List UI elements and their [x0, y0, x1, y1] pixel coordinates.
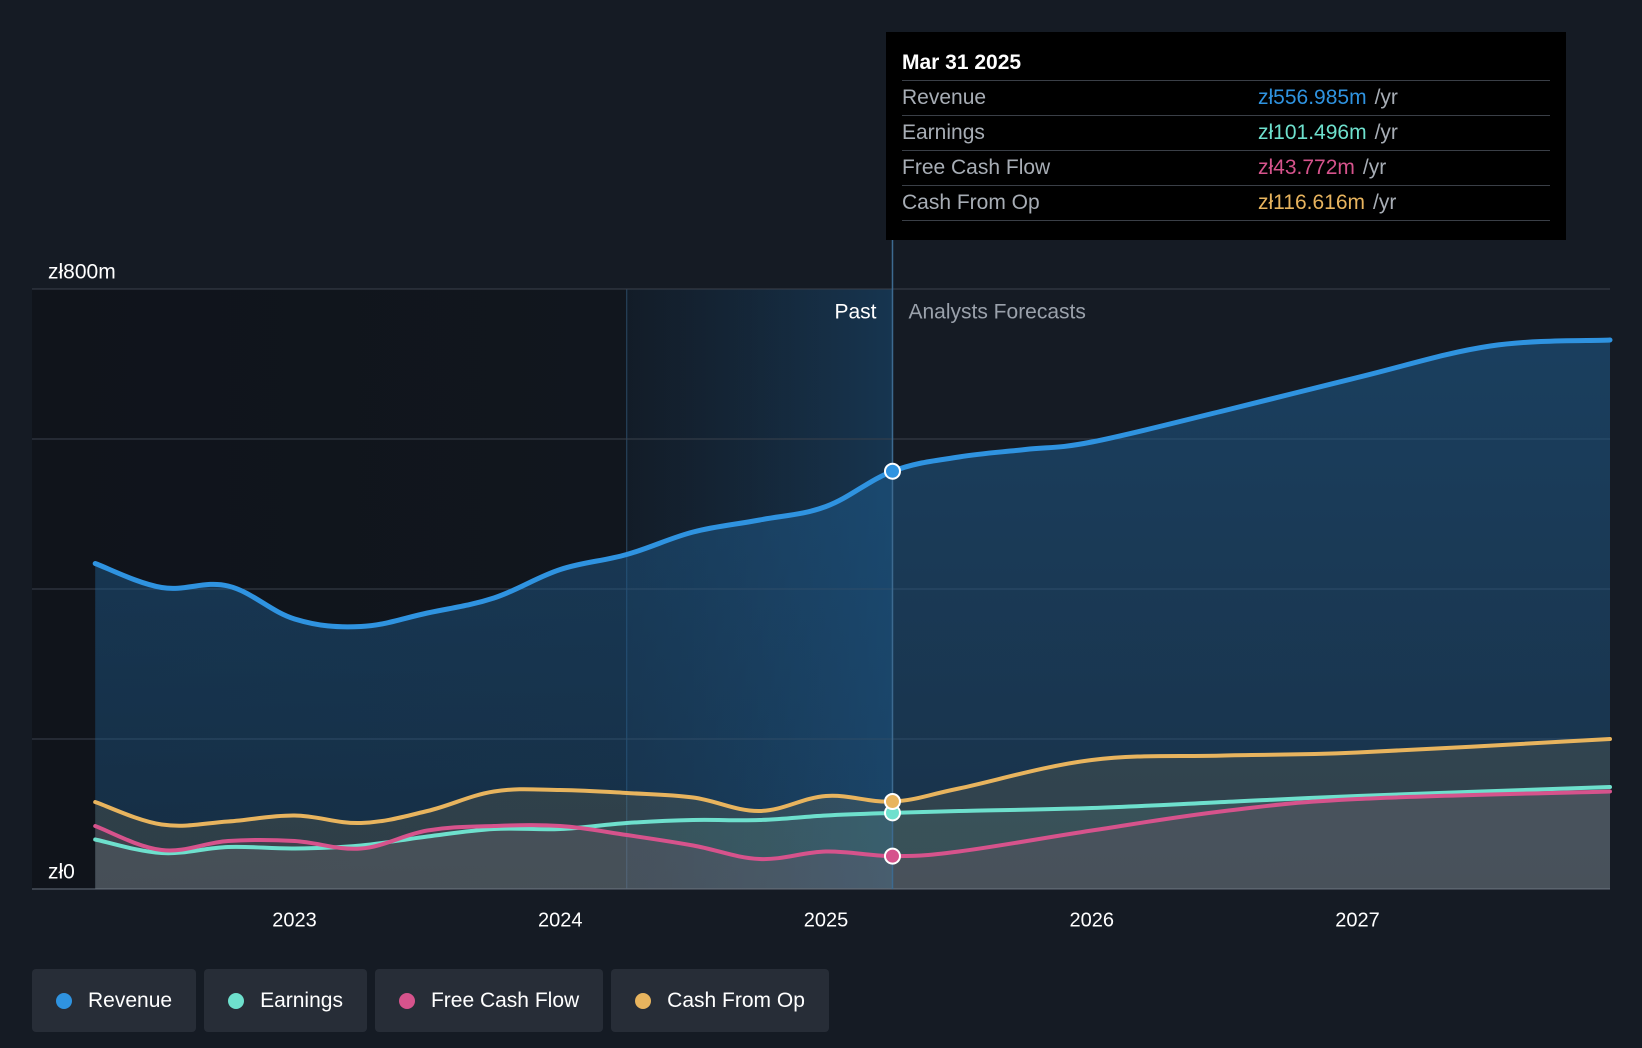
- legend-label: Free Cash Flow: [430, 988, 580, 1012]
- legend-dot-icon: [56, 992, 72, 1009]
- legend-item-revenue[interactable]: Revenue: [32, 969, 197, 1032]
- earnings-area: [95, 787, 1611, 889]
- x-tick-label: 2027: [1335, 909, 1380, 931]
- tooltip-unit: /yr: [1362, 156, 1387, 179]
- free-cash-flow-marker: [883, 847, 901, 865]
- tooltip-label: Revenue: [902, 86, 987, 109]
- tooltip-unit: /yr: [1374, 121, 1398, 144]
- tooltip-date: Mar 31 2025: [902, 46, 1550, 81]
- tooltip-row-free-cash-flow: Free Cash Flow zł43.772m /yr: [902, 151, 1550, 186]
- legend-item-free-cash-flow[interactable]: Free Cash Flow: [374, 969, 604, 1032]
- tooltip-row-earnings: Earnings zł101.496m /yr: [902, 116, 1550, 151]
- legend: Revenue Earnings Free Cash Flow Cash Fro…: [32, 969, 829, 1032]
- x-tick-label: 2023: [272, 909, 317, 931]
- free-cash-flow-line: [93, 789, 1612, 862]
- tooltip-unit: /yr: [1373, 191, 1397, 214]
- tooltip: Mar 31 2025 Revenue zł556.985m /yr Earni…: [886, 32, 1566, 240]
- tooltip-row-cash-from-op: Cash From Op zł116.616m /yr: [902, 186, 1550, 221]
- cash-from-op-line: [93, 737, 1612, 828]
- tooltip-value: zł116.616m: [1258, 191, 1366, 214]
- legend-item-cash-from-op[interactable]: Cash From Op: [611, 969, 829, 1032]
- legend-dot-icon: [398, 992, 415, 1009]
- legend-label: Revenue: [88, 988, 173, 1012]
- x-tick-label: 2026: [1070, 909, 1115, 931]
- tooltip-value: zł101.496m: [1258, 121, 1367, 144]
- earnings-line: [93, 785, 1612, 856]
- revenue-marker: [883, 462, 901, 480]
- legend-item-earnings[interactable]: Earnings: [204, 969, 367, 1032]
- x-tick-label: 2025: [804, 909, 849, 931]
- tooltip-label: Cash From Op: [902, 191, 1040, 214]
- legend-label: Cash From Op: [667, 988, 805, 1012]
- cash-from-op-marker: [883, 793, 901, 811]
- legend-label: Earnings: [260, 988, 343, 1012]
- y-tick-label: zł0: [48, 861, 75, 884]
- tooltip-label: Free Cash Flow: [902, 156, 1051, 179]
- tooltip-row-revenue: Revenue zł556.985m /yr: [902, 81, 1550, 116]
- revenue-line: [92, 337, 1613, 630]
- tooltip-unit: /yr: [1374, 86, 1398, 109]
- y-tick-label: zł800m: [48, 261, 116, 284]
- tooltip-value: zł43.772m: [1258, 156, 1355, 179]
- legend-dot-icon: [635, 992, 652, 1009]
- forecast-label: Analysts Forecasts: [908, 301, 1085, 324]
- revenue-area: [95, 340, 1611, 889]
- free-cash-flow-area: [95, 791, 1611, 889]
- legend-dot-icon: [228, 992, 245, 1009]
- x-tick-label: 2024: [538, 909, 583, 931]
- tooltip-label: Earnings: [902, 121, 985, 144]
- past-label: Past: [834, 301, 876, 324]
- tooltip-value: zł556.985m: [1258, 86, 1367, 109]
